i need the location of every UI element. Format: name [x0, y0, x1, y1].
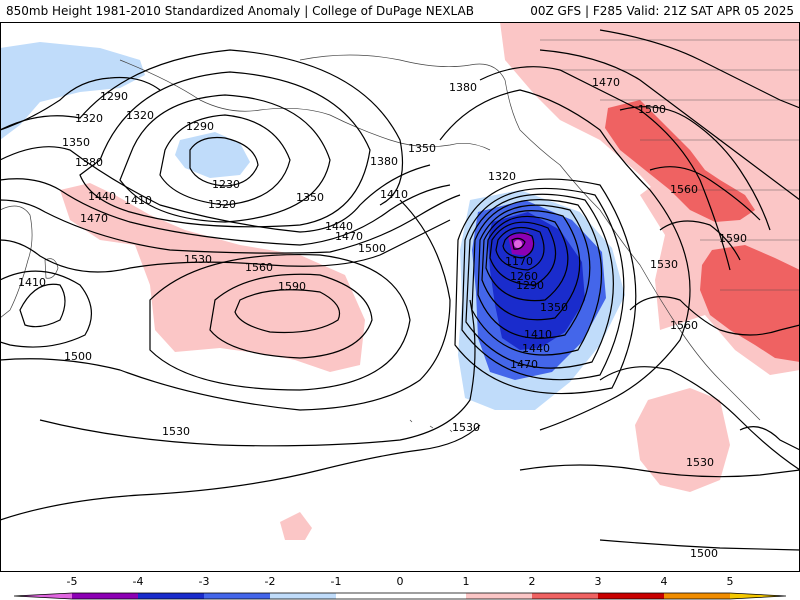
contour-label: 1290 — [186, 120, 214, 133]
legend-tick-label: -5 — [67, 575, 78, 588]
contour-label: 1320 — [488, 170, 516, 183]
contour-label: 1560 — [670, 319, 698, 332]
contour-label: 1230 — [212, 178, 240, 191]
contour-label: 1530 — [162, 425, 190, 438]
contour-labels: 1290 1320 1320 1290 1350 1380 1230 1440 … — [18, 76, 747, 560]
legend-tick-label: 2 — [529, 575, 536, 588]
legend-swatch — [138, 593, 204, 599]
contour-label: 1260 — [510, 270, 538, 283]
contour-label: 1500 — [64, 350, 92, 363]
legend-swatch — [336, 593, 466, 599]
map-panel: 1290 1320 1320 1290 1350 1380 1230 1440 … — [0, 22, 800, 572]
contour-label: 1530 — [184, 253, 212, 266]
contour-label: 1410 — [124, 194, 152, 207]
contour-label: 1440 — [88, 190, 116, 203]
contour-label: 1500 — [690, 547, 718, 560]
color-scale-legend: -5 -4 -3 -2 -1 0 1 2 3 4 5 — [13, 575, 787, 600]
legend-tick-label: 0 — [397, 575, 404, 588]
legend-tick-label: -2 — [265, 575, 276, 588]
legend-tick-label: 3 — [595, 575, 602, 588]
contour-label: 1290 — [100, 90, 128, 103]
contour-label: 1530 — [452, 421, 480, 434]
legend-swatch — [14, 593, 72, 599]
contour-label: 1350 — [540, 301, 568, 314]
contour-label: 1560 — [670, 183, 698, 196]
contour-label: 1380 — [449, 81, 477, 94]
legend-swatch — [72, 593, 138, 599]
contour-label: 1530 — [650, 258, 678, 271]
legend-swatch — [466, 593, 532, 599]
contour-label: 1590 — [719, 232, 747, 245]
legend-swatch — [270, 593, 336, 599]
legend-swatch — [532, 593, 598, 599]
contour-label: 1470 — [510, 358, 538, 371]
legend-tick-label: -1 — [331, 575, 342, 588]
contour-label: 1590 — [278, 280, 306, 293]
contour-label: 1560 — [245, 261, 273, 274]
contour-label: 1410 — [524, 328, 552, 341]
legend-tick-label: 4 — [661, 575, 668, 588]
contour-label: 1320 — [75, 112, 103, 125]
legend-swatch — [598, 593, 664, 599]
legend-swatch — [730, 593, 786, 599]
contour-label: 1500 — [638, 103, 666, 116]
contour-label: 1530 — [686, 456, 714, 469]
contour-label: 1410 — [18, 276, 46, 289]
legend-swatch — [664, 593, 730, 599]
height-contours — [0, 29, 800, 551]
contour-label: 1470 — [592, 76, 620, 89]
contour-label: 1350 — [62, 136, 90, 149]
legend-swatch — [204, 593, 270, 599]
model-run-info: 00Z GFS | F285 Valid: 21Z SAT APR 05 202… — [530, 4, 794, 18]
title-bar: 850mb Height 1981-2010 Standardized Anom… — [0, 0, 800, 22]
contour-label: 1350 — [408, 142, 436, 155]
legend-ticks: -5 -4 -3 -2 -1 0 1 2 3 4 5 — [67, 575, 734, 588]
map-title: 850mb Height 1981-2010 Standardized Anom… — [6, 4, 474, 18]
contour-label: 1380 — [75, 156, 103, 169]
legend-tick-label: 5 — [727, 575, 734, 588]
contour-label: 1350 — [296, 191, 324, 204]
contour-label: 1440 — [522, 342, 550, 355]
contour-label: 1170 — [505, 255, 533, 268]
positive-anomaly-fill — [60, 22, 800, 540]
contour-label: 1500 — [358, 242, 386, 255]
contour-label: 1320 — [126, 109, 154, 122]
legend-tick-label: -4 — [133, 575, 144, 588]
legend-tick-label: -3 — [199, 575, 210, 588]
contour-label: 1440 — [325, 220, 353, 233]
contour-label: 1470 — [80, 212, 108, 225]
contour-label: 1290 — [516, 279, 544, 292]
contour-label: 1380 — [370, 155, 398, 168]
contour-label: 1410 — [380, 188, 408, 201]
legend-bar — [13, 592, 787, 600]
contour-label: 1320 — [208, 198, 236, 211]
legend-tick-label: 1 — [463, 575, 470, 588]
contour-label: 1470 — [335, 230, 363, 243]
